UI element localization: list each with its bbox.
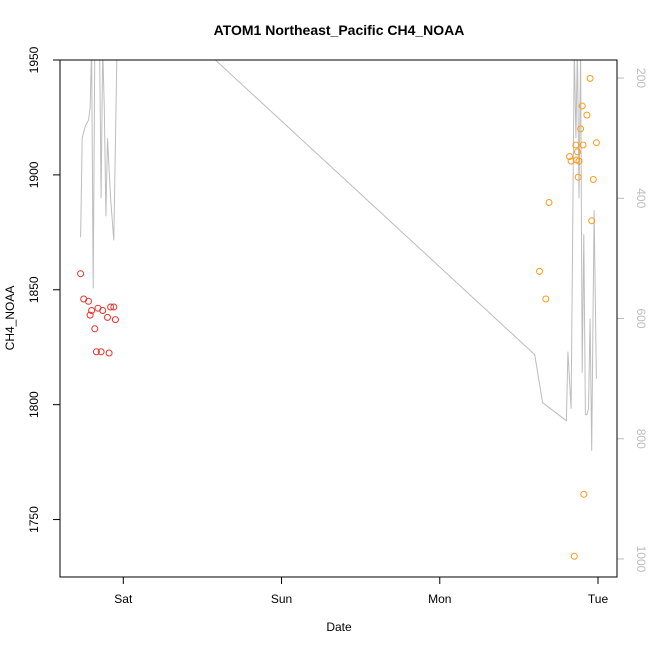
y-tick-label: 1800 bbox=[27, 391, 41, 418]
y2-tick-label: 200 bbox=[634, 68, 648, 88]
data-point-series-2 bbox=[592, 139, 600, 147]
data-point-series-1 bbox=[97, 348, 105, 356]
scatter-point-layer bbox=[77, 74, 600, 560]
y2-tick-label: 600 bbox=[634, 308, 648, 328]
x-tick-label: Mon bbox=[428, 592, 451, 606]
data-point-series-1 bbox=[85, 297, 92, 305]
data-point-series-1 bbox=[105, 349, 113, 357]
data-point-series-2 bbox=[573, 148, 581, 156]
data-point-series-2 bbox=[588, 217, 596, 225]
axis-layer: 1750 1800 1850 1900 1950 Sat Sun Mon Tue 200 400 60… bbox=[27, 46, 648, 606]
data-point-series-1 bbox=[110, 303, 118, 311]
data-point-series-1 bbox=[77, 270, 85, 278]
data-point-series-2 bbox=[577, 125, 585, 133]
pressure-line-layer bbox=[80, 60, 597, 451]
data-point-series-1 bbox=[86, 311, 94, 319]
data-point-series-2 bbox=[580, 490, 588, 498]
x-tick-label: Tue bbox=[588, 592, 609, 606]
data-point-series-1 bbox=[111, 316, 119, 324]
x-tick-label: Sat bbox=[114, 592, 133, 606]
plot-frame bbox=[59, 59, 618, 578]
data-point-series-2 bbox=[583, 111, 591, 119]
y2-tick-label: 800 bbox=[634, 429, 648, 449]
data-point-series-1 bbox=[107, 303, 115, 311]
data-point-series-2 bbox=[578, 102, 586, 110]
y-tick-label: 1750 bbox=[27, 506, 41, 533]
data-point-series-2 bbox=[570, 552, 578, 560]
data-point-series-2 bbox=[575, 157, 583, 165]
data-point-series-2 bbox=[586, 74, 594, 82]
y-tick-label: 1850 bbox=[27, 276, 41, 303]
y2-tick-label: 400 bbox=[634, 188, 648, 208]
pressure-line bbox=[80, 60, 597, 451]
y-tick-label: 1900 bbox=[27, 161, 41, 188]
data-point-series-1 bbox=[104, 313, 111, 321]
data-point-series-1 bbox=[88, 307, 96, 314]
chart-title: ATOM1 Northeast_Pacific CH4_NOAA bbox=[214, 22, 465, 38]
x-axis-label: Date bbox=[326, 620, 352, 634]
y2-tick-label: 1000 bbox=[634, 546, 648, 573]
data-point-series-1 bbox=[91, 325, 99, 333]
data-point-series-2 bbox=[589, 176, 597, 183]
data-point-series-1 bbox=[92, 348, 100, 356]
x-tick-label: Sun bbox=[271, 592, 292, 606]
data-point-series-2 bbox=[536, 267, 543, 275]
y-tick-label: 1950 bbox=[27, 46, 41, 73]
data-point-series-1 bbox=[99, 307, 107, 314]
data-point-series-2 bbox=[542, 295, 550, 303]
data-point-series-2 bbox=[566, 153, 573, 160]
data-point-series-2 bbox=[572, 141, 580, 149]
data-point-series-2 bbox=[574, 173, 582, 181]
data-point-series-2 bbox=[579, 141, 587, 149]
data-point-series-2 bbox=[545, 199, 553, 206]
y-axis-label: CH4_NOAA bbox=[3, 286, 17, 351]
